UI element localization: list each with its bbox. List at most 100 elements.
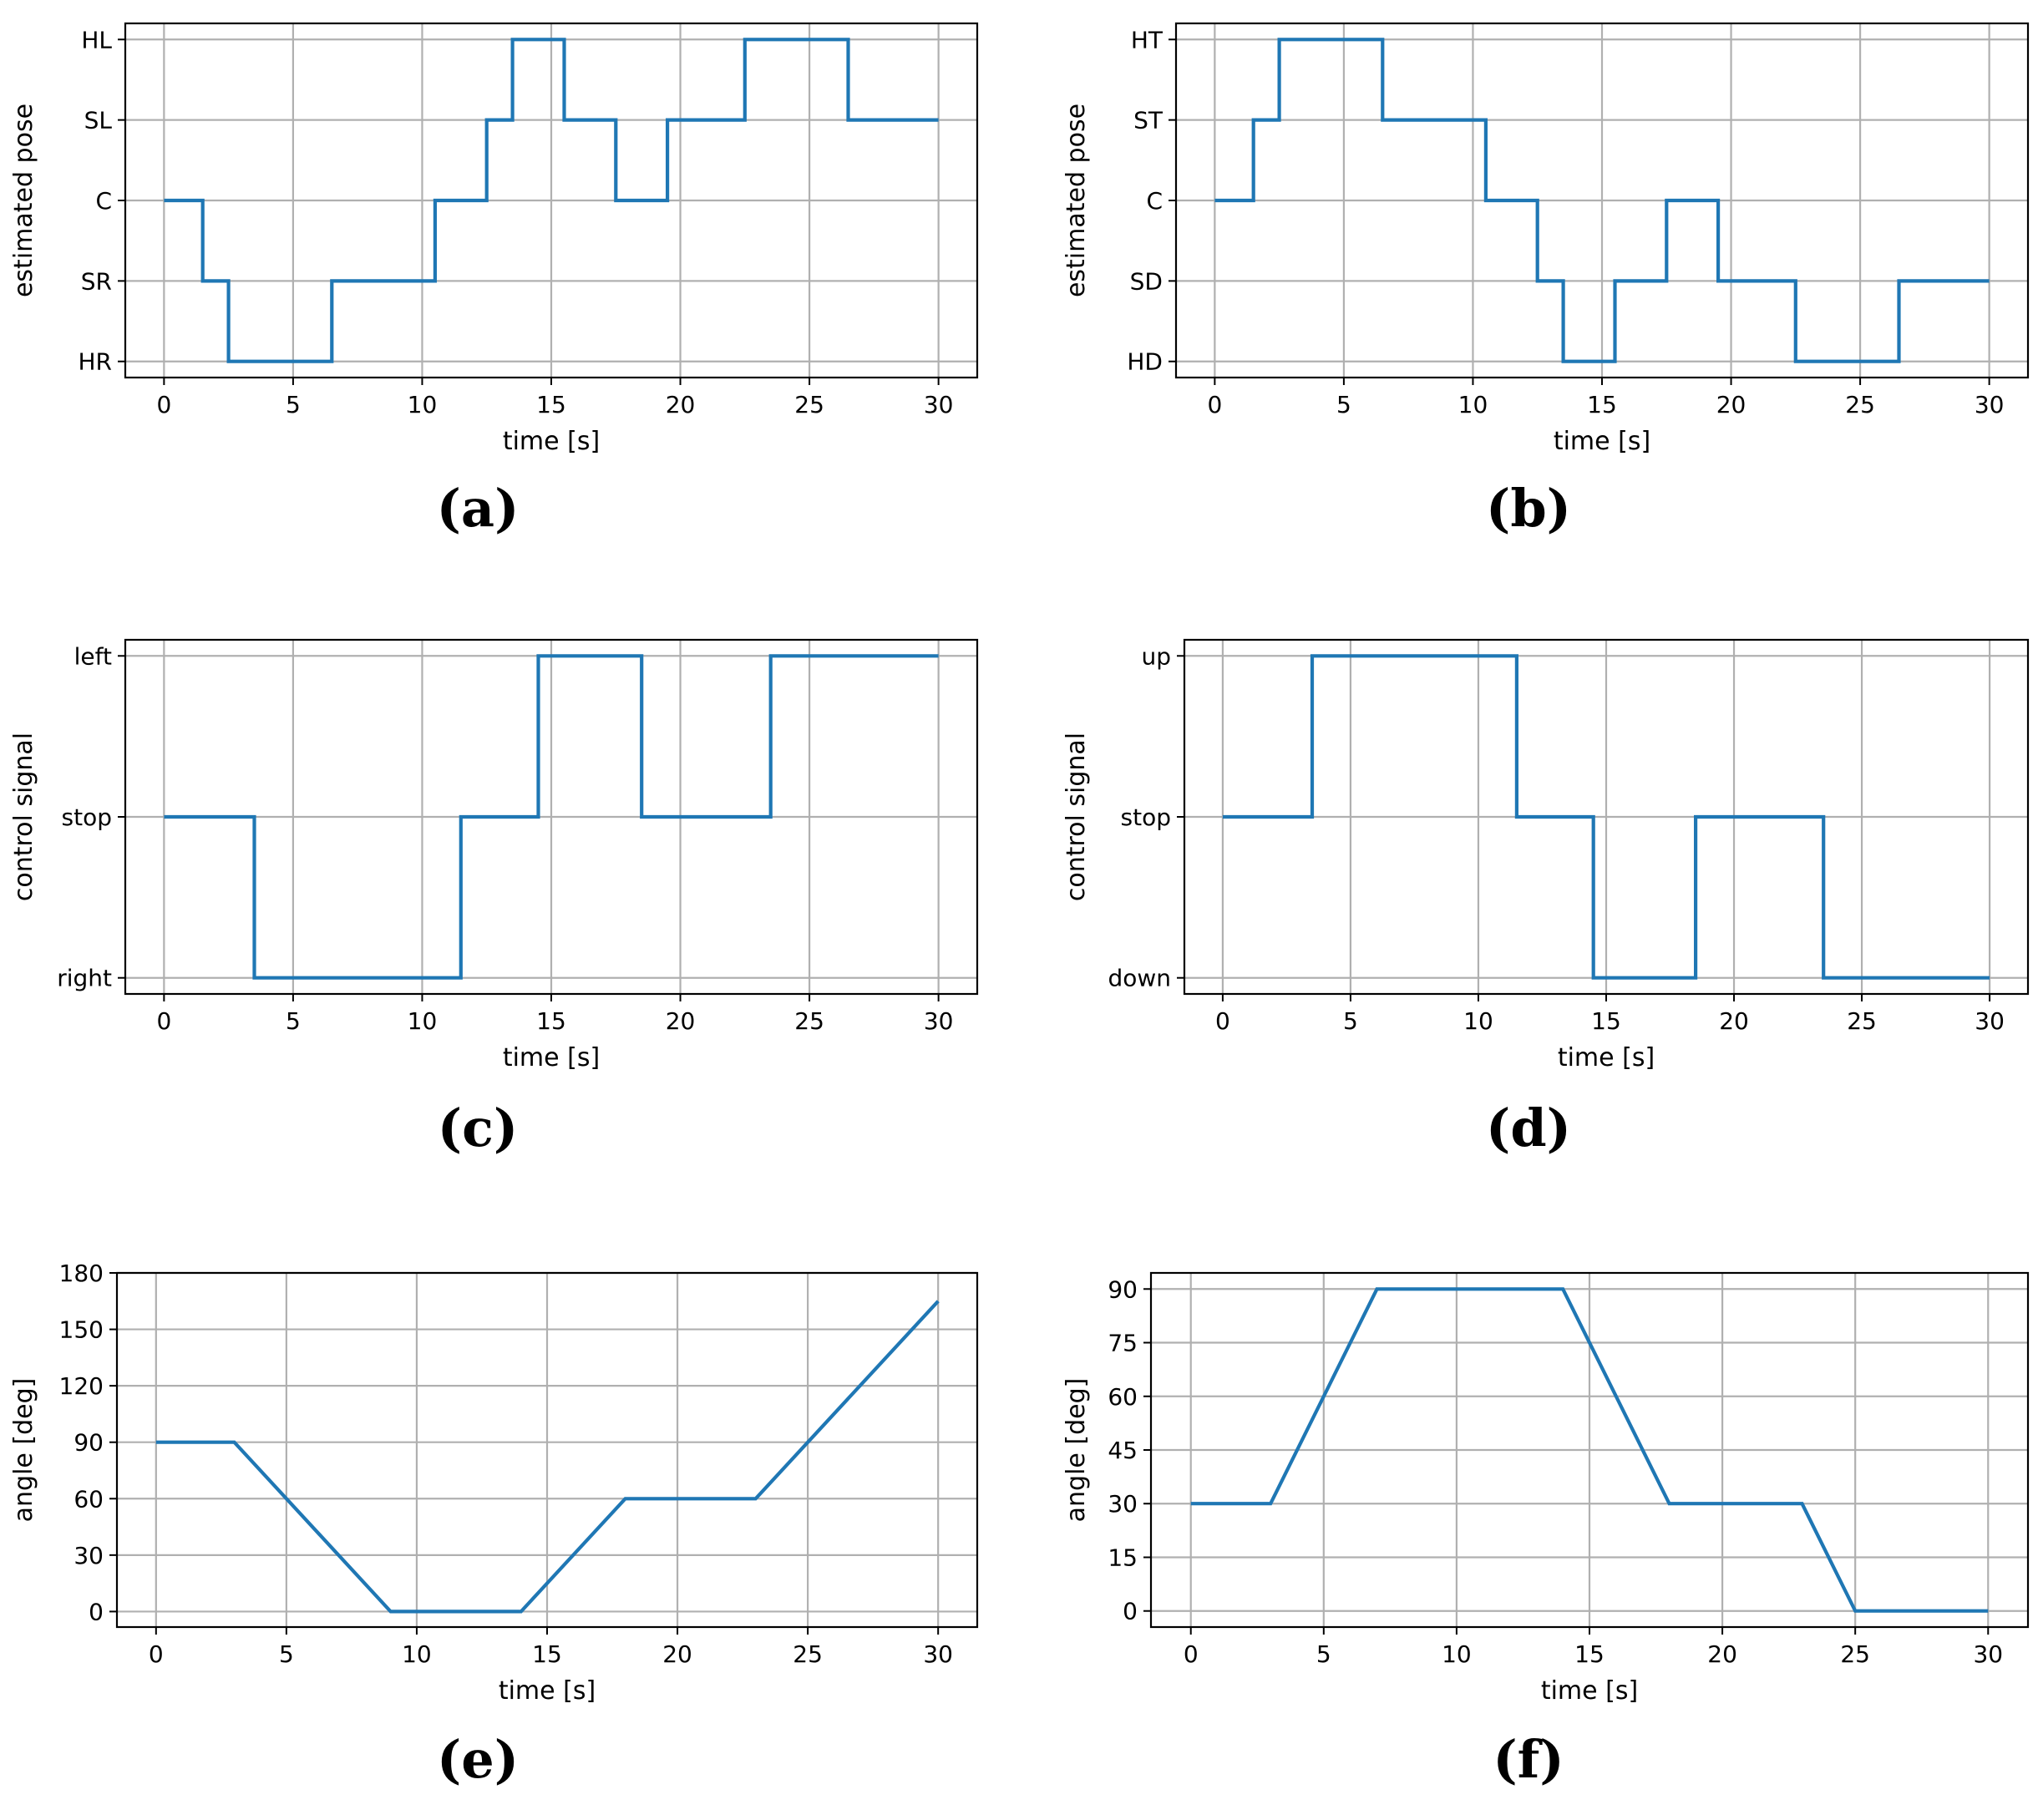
x-tick-label: 20	[666, 391, 696, 418]
y-tick-label: 120	[59, 1372, 104, 1400]
y-tick-label: stop	[1121, 804, 1171, 831]
y-tick-label: C	[1146, 187, 1163, 215]
series-line-control	[1222, 654, 1990, 980]
panel-c: 0 5 10 15 20 25 30 right stop left time [s] control…	[9, 638, 979, 1158]
x-tick-label: 10	[402, 1640, 432, 1668]
y-tick-label: SL	[84, 107, 113, 134]
y-axis-label: estimated pose	[1062, 104, 1091, 297]
x-tick-label: 20	[1719, 1007, 1749, 1035]
panel-caption: (a)	[437, 478, 520, 539]
x-tick-label: 5	[286, 391, 301, 418]
y-tick-label: 15	[1108, 1544, 1138, 1571]
panel-b: 0 5 10 15 20 25 30 HD SD C ST HT time [s] estimated p…	[1062, 22, 2030, 539]
y-tick-label: 0	[1123, 1598, 1138, 1625]
panel-caption: (f)	[1493, 1729, 1564, 1790]
x-axis-label: time [s]	[1558, 1043, 1655, 1072]
panel-caption: (b)	[1486, 478, 1571, 539]
x-tick-label: 25	[794, 1007, 824, 1035]
x-tick-label: 5	[1316, 1640, 1331, 1668]
y-tick-label: 60	[1108, 1383, 1138, 1411]
x-tick-label: 5	[279, 1640, 294, 1668]
y-tick-label: 30	[74, 1542, 104, 1569]
x-tick-label: 30	[1975, 391, 2005, 418]
series-line-pose	[164, 38, 939, 363]
y-tick-label: 90	[1108, 1275, 1138, 1303]
y-tick-label: 60	[74, 1485, 104, 1513]
x-tick-label: 20	[666, 1007, 696, 1035]
x-tick-label: 30	[924, 391, 954, 418]
panel-d: 0 5 10 15 20 25 30 down stop up time [s] control si…	[1062, 638, 2030, 1158]
x-tick-label: 10	[408, 1007, 438, 1035]
series-line-pose	[1214, 38, 1990, 363]
x-tick-label: 25	[794, 391, 824, 418]
x-tick-label: 20	[662, 1640, 692, 1668]
y-tick-label: 45	[1108, 1437, 1138, 1464]
y-tick-label: SD	[1130, 267, 1163, 295]
x-tick-label: 15	[1574, 1640, 1605, 1668]
y-tick-label: stop	[62, 804, 112, 831]
y-tick-label: up	[1141, 642, 1171, 670]
series-line-angle	[155, 1300, 940, 1614]
y-axis-label: control signal	[1062, 733, 1091, 901]
x-tick-label: 10	[1442, 1640, 1472, 1668]
y-tick-label: HR	[78, 348, 112, 376]
x-tick-label: 0	[156, 1007, 171, 1035]
x-tick-label: 0	[149, 1640, 164, 1668]
x-tick-label: 30	[1975, 1007, 2005, 1035]
y-tick-label: 30	[1108, 1490, 1138, 1518]
y-tick-label: 75	[1108, 1330, 1138, 1357]
x-axis-label: time [s]	[503, 427, 600, 456]
x-tick-label: 30	[924, 1007, 954, 1035]
x-tick-label: 15	[1591, 1007, 1621, 1035]
y-tick-label: HT	[1131, 26, 1163, 53]
y-tick-label: left	[74, 642, 112, 670]
panel-caption: (d)	[1486, 1098, 1571, 1158]
panel-caption: (e)	[437, 1729, 519, 1790]
y-tick-label: 90	[74, 1429, 104, 1457]
y-axis-label: angle [deg]	[9, 1378, 38, 1523]
x-tick-label: 10	[1458, 391, 1488, 418]
x-tick-label: 5	[1343, 1007, 1358, 1035]
x-axis-label: time [s]	[1554, 427, 1650, 456]
y-tick-label: ST	[1133, 107, 1163, 134]
panel-e: 0 5 10 15 20 25 30 0 30 60 90 120 150 180 time [s] angl…	[9, 1260, 979, 1790]
x-tick-label: 25	[793, 1640, 823, 1668]
x-tick-label: 0	[1215, 1007, 1230, 1035]
y-tick-label: 0	[89, 1598, 104, 1625]
x-tick-label: 15	[1587, 391, 1617, 418]
y-axis-label: angle [deg]	[1062, 1378, 1091, 1523]
y-tick-label: C	[95, 187, 112, 215]
x-tick-label: 30	[1973, 1640, 2003, 1668]
y-tick-label: HL	[81, 26, 112, 53]
x-axis-label: time [s]	[1541, 1676, 1638, 1706]
y-tick-label: 180	[59, 1260, 104, 1287]
x-tick-label: 15	[532, 1640, 562, 1668]
series-line-angle	[1190, 1287, 1989, 1613]
x-tick-label: 0	[1184, 1640, 1199, 1668]
y-tick-label: HD	[1127, 348, 1163, 376]
y-tick-label: 150	[59, 1316, 104, 1344]
x-tick-label: 5	[1336, 391, 1351, 418]
y-axis-label: control signal	[9, 733, 38, 901]
panel-a: 0 5 10 15 20 25 30 HR SR C SL HL time [s] estimated p…	[9, 22, 979, 539]
y-tick-label: SR	[81, 267, 112, 295]
x-tick-label: 20	[1707, 1640, 1737, 1668]
x-tick-label: 10	[408, 391, 438, 418]
y-tick-label: down	[1108, 965, 1171, 992]
panel-f: 0 5 10 15 20 25 30 0 15 30 45 60 75 90 time [s] angle […	[1062, 1271, 2030, 1790]
x-tick-label: 15	[536, 1007, 566, 1035]
x-tick-label: 25	[1845, 391, 1875, 418]
y-tick-label: right	[57, 965, 112, 992]
x-tick-label: 25	[1847, 1007, 1877, 1035]
x-tick-label: 0	[156, 391, 171, 418]
series-line-control	[164, 654, 939, 980]
x-tick-label: 15	[536, 391, 566, 418]
panel-caption: (c)	[438, 1098, 518, 1158]
y-axis-label: estimated pose	[9, 104, 38, 297]
x-tick-label: 0	[1207, 391, 1222, 418]
x-tick-label: 10	[1463, 1007, 1493, 1035]
x-tick-label: 5	[286, 1007, 301, 1035]
x-tick-label: 25	[1840, 1640, 1870, 1668]
x-axis-label: time [s]	[503, 1043, 600, 1072]
